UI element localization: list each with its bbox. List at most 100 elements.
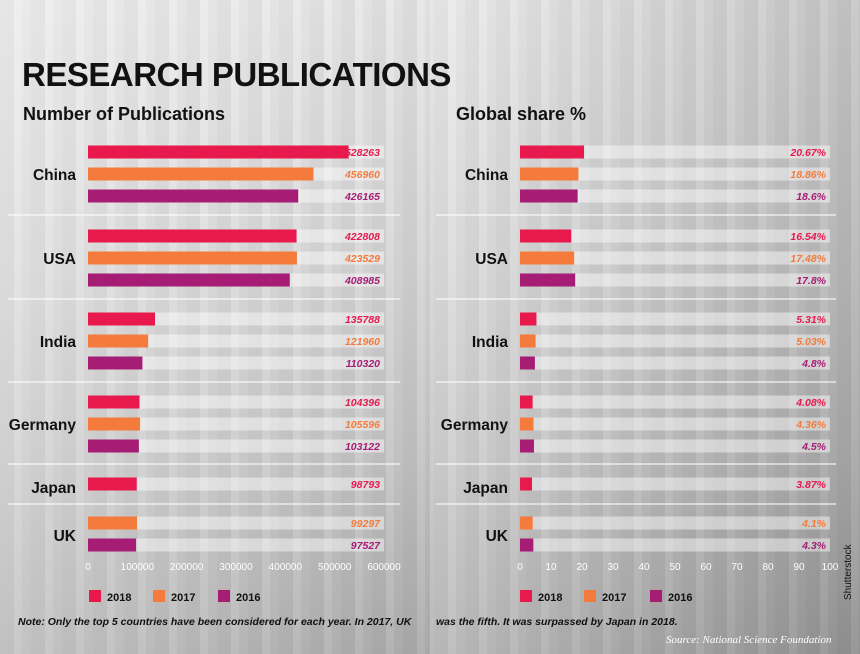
bar-track (520, 417, 830, 431)
bar-track (520, 273, 830, 287)
data-label: 422808 (344, 231, 380, 243)
bar-india-2016 (88, 356, 143, 370)
bar-germany-2016 (520, 439, 534, 453)
bar-track (520, 167, 830, 181)
x-tick-label: 500000 (318, 562, 352, 573)
bar-china-2017 (88, 167, 314, 181)
bar-china-2017 (520, 167, 579, 181)
data-label: 99297 (351, 518, 381, 530)
legend-label-2016: 2016 (668, 592, 692, 604)
data-label: 103122 (345, 441, 380, 453)
bar-germany-2016 (88, 439, 139, 453)
x-tick-label: 0 (517, 562, 523, 573)
category-label-uk: UK (486, 528, 509, 545)
bar-usa-2016 (520, 273, 576, 287)
bar-track (88, 356, 384, 370)
bar-germany-2018 (520, 395, 533, 409)
data-label: 5.31% (796, 314, 826, 326)
bar-track (88, 395, 384, 409)
image-credit: Shutterstock (843, 544, 854, 600)
legend-label-2018: 2018 (107, 592, 131, 604)
data-label: 18.6% (796, 191, 826, 203)
x-tick-label: 100000 (121, 562, 155, 573)
data-label: 4.08% (795, 397, 826, 409)
data-label: 20.67% (789, 147, 826, 159)
legend-swatch-2016 (218, 590, 230, 602)
background-right-panel (430, 0, 860, 654)
bar-japan-2018 (88, 477, 137, 491)
bar-usa-2018 (520, 229, 572, 243)
data-label: 98793 (351, 479, 380, 491)
bar-germany-2017 (88, 417, 141, 431)
category-label-india: India (40, 334, 77, 351)
category-label-china: China (33, 167, 76, 184)
bar-uk-2017 (520, 516, 533, 530)
data-label: 110320 (346, 358, 380, 370)
bar-india-2018 (520, 312, 537, 326)
category-label-china: China (465, 167, 508, 184)
category-label-usa: USA (475, 251, 508, 268)
bar-track (88, 516, 384, 530)
data-label: 17.48% (790, 253, 826, 265)
category-label-germany: Germany (441, 417, 509, 434)
data-label: 17.8% (796, 275, 826, 287)
bar-track (88, 477, 384, 491)
bar-track (520, 312, 830, 326)
category-label-japan: Japan (463, 480, 508, 497)
data-label: 121960 (345, 336, 380, 348)
category-label-uk: UK (54, 528, 77, 545)
bar-track (520, 395, 830, 409)
x-tick-label: 10 (545, 562, 557, 573)
bar-china-2016 (520, 189, 578, 203)
bar-track (520, 439, 830, 453)
bar-track (520, 538, 830, 552)
x-tick-label: 50 (669, 562, 681, 573)
category-label-germany: Germany (9, 417, 77, 434)
page-title: RESEARCH PUBLICATIONS (22, 56, 451, 93)
legend-label-2016: 2016 (236, 592, 260, 604)
x-tick-label: 400000 (269, 562, 303, 573)
bar-japan-2018 (520, 477, 532, 491)
x-tick-label: 200000 (170, 562, 204, 573)
bar-track (520, 516, 830, 530)
x-tick-label: 600000 (367, 562, 401, 573)
data-label: 528263 (345, 147, 380, 159)
bar-india-2017 (88, 334, 149, 348)
bar-china-2018 (88, 145, 349, 159)
bar-usa-2018 (88, 229, 297, 243)
bar-uk-2017 (88, 516, 137, 530)
data-label: 423529 (344, 253, 380, 265)
data-label: 4.8% (801, 358, 827, 370)
data-label: 4.36% (795, 419, 826, 431)
data-label: 408985 (344, 275, 380, 287)
category-label-japan: Japan (31, 480, 76, 497)
data-label: 97527 (351, 540, 381, 552)
bar-track (88, 538, 384, 552)
bar-track (520, 477, 830, 491)
background-left-panel (0, 0, 430, 654)
data-label: 105596 (345, 419, 380, 431)
x-tick-label: 100 (822, 562, 839, 573)
publications-chart-title: Number of Publications (23, 104, 226, 124)
bar-china-2018 (520, 145, 585, 159)
data-label: 4.5% (801, 441, 827, 453)
x-tick-label: 30 (607, 562, 619, 573)
bar-track (88, 334, 384, 348)
data-label: 18.86% (790, 169, 826, 181)
category-label-india: India (472, 334, 509, 351)
legend-swatch-2018 (89, 590, 101, 602)
footnote-part-1: Note: Only the top 5 countries have been… (18, 616, 412, 628)
bar-usa-2016 (88, 273, 290, 287)
bar-track (520, 356, 830, 370)
data-label: 104396 (345, 397, 380, 409)
x-tick-label: 40 (638, 562, 650, 573)
bar-track (520, 145, 830, 159)
bar-india-2016 (520, 356, 535, 370)
bar-germany-2017 (520, 417, 534, 431)
data-label: 16.54% (790, 231, 826, 243)
footnote-part-2: was the fifth. It was surpassed by Japan… (436, 616, 678, 628)
bar-india-2018 (88, 312, 155, 326)
bar-track (520, 251, 830, 265)
data-label: 426165 (344, 191, 380, 203)
